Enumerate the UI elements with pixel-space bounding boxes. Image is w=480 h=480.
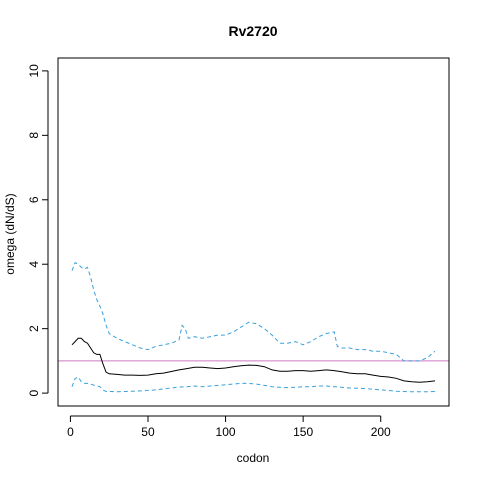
y-tick-label: 8 — [27, 132, 41, 139]
y-tick-label: 10 — [27, 64, 41, 78]
x-tick-label: 150 — [293, 425, 313, 439]
x-tick-label: 50 — [141, 425, 155, 439]
plot-area: 0 50 100 150 200 0 2 4 6 8 10 — [27, 57, 450, 439]
y-tick-label: 0 — [27, 389, 41, 396]
x-axis-label: codon — [237, 451, 270, 465]
y-tick-label: 4 — [27, 261, 41, 268]
x-tick-label: 200 — [371, 425, 391, 439]
plot-frame — [57, 57, 450, 407]
x-tick-label: 100 — [216, 425, 236, 439]
y-tick-label: 2 — [27, 325, 41, 332]
chart-title: Rv2720 — [228, 23, 277, 39]
series-line-omega — [71, 337, 436, 383]
y-axis-label: omega (dN/dS) — [3, 193, 17, 274]
y-tick-label: 6 — [27, 196, 41, 203]
series-line-lower-bound — [71, 376, 436, 393]
x-tick-label: 0 — [67, 425, 74, 439]
series-line-upper-bound — [71, 261, 436, 362]
